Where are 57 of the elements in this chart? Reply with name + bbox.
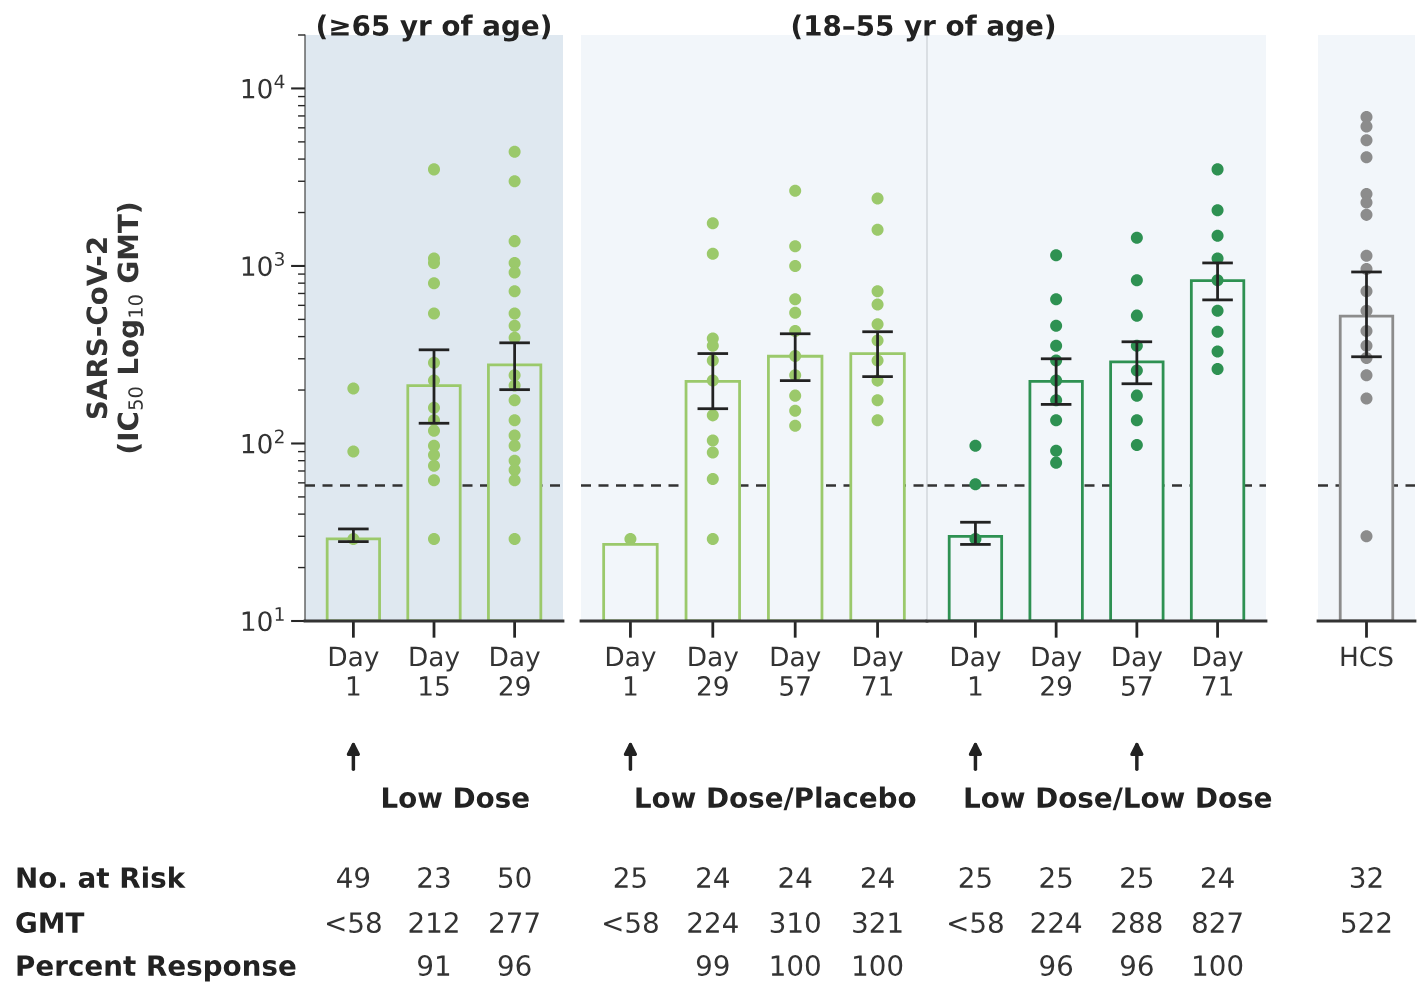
text: 50 <box>499 867 531 889</box>
text: 96 <box>1040 955 1073 977</box>
text: 49 <box>337 867 370 889</box>
data-label: 310 <box>770 912 820 934</box>
chart-title: (18–55 yr of age) <box>792 14 1055 42</box>
x-tick-label: HCS <box>1341 646 1393 667</box>
text: 99 <box>696 955 729 977</box>
text: 25 <box>1121 867 1153 889</box>
y-tick-label: 10$^{4}$ <box>242 74 285 99</box>
x-tick-label: Day 15 <box>410 646 460 696</box>
text: 24 <box>861 867 894 888</box>
y-tick-label: 10$^{3}$ <box>242 251 284 277</box>
x-tick-label: Day 1 <box>329 646 379 696</box>
text: 23 <box>418 867 450 889</box>
text: 91 <box>418 955 450 977</box>
text: GMT <box>16 912 85 934</box>
chart-title: (≥65 yr of age) <box>318 14 550 42</box>
y-axis-title: SARS-CoV-2 (IC$_{50}$ Log$_{10}$ GMT) <box>86 203 145 453</box>
data-label: <58 <box>604 912 658 934</box>
data-label: 212 <box>409 912 458 933</box>
text: 25 <box>959 867 991 889</box>
text: 96 <box>1120 955 1153 977</box>
y-tick-label: 10$^{2}$ <box>242 429 284 454</box>
x-tick-label: Day 71 <box>1194 646 1243 696</box>
data-label: 321 <box>853 912 902 934</box>
text: 32 <box>1350 867 1382 889</box>
data-label: 277 <box>490 912 539 933</box>
text: 24 <box>1201 867 1234 888</box>
text: 522 <box>1342 912 1391 934</box>
data-label: 224 <box>688 912 738 933</box>
text: 25 <box>1040 867 1072 889</box>
text: 100 <box>1194 955 1243 977</box>
x-tick-label: Day 1 <box>951 646 1001 696</box>
x-tick-label: Day 57 <box>771 646 821 696</box>
text: 100 <box>854 955 903 977</box>
data-label: 288 <box>1112 912 1162 934</box>
text: 96 <box>498 955 531 977</box>
text: 100 <box>771 955 820 977</box>
x-tick-label: Day 71 <box>854 646 903 696</box>
data-label: 827 <box>1192 912 1242 934</box>
x-axis-title: Low Dose/Placebo <box>636 786 916 811</box>
x-tick-label: Day 29 <box>689 646 739 696</box>
x-tick-label: Day 57 <box>1113 646 1163 696</box>
x-tick-label: Day 29 <box>1032 646 1082 696</box>
text: 24 <box>779 867 812 888</box>
text: 24 <box>697 867 729 888</box>
x-tick-label: Day 1 <box>606 646 656 696</box>
data-label: <58 <box>327 912 381 934</box>
x-axis-title: Low Dose <box>382 787 529 809</box>
text: 25 <box>614 867 646 889</box>
text: No. at Risk <box>17 866 186 889</box>
data-label: 224 <box>1031 912 1082 933</box>
data-label: <58 <box>949 912 1003 934</box>
y-tick-label: 10$^{1}$ <box>242 607 284 632</box>
x-axis-title: Low Dose/Low Dose <box>965 787 1272 811</box>
text: Percent Response <box>17 955 296 982</box>
x-tick-label: Day 29 <box>491 646 540 696</box>
